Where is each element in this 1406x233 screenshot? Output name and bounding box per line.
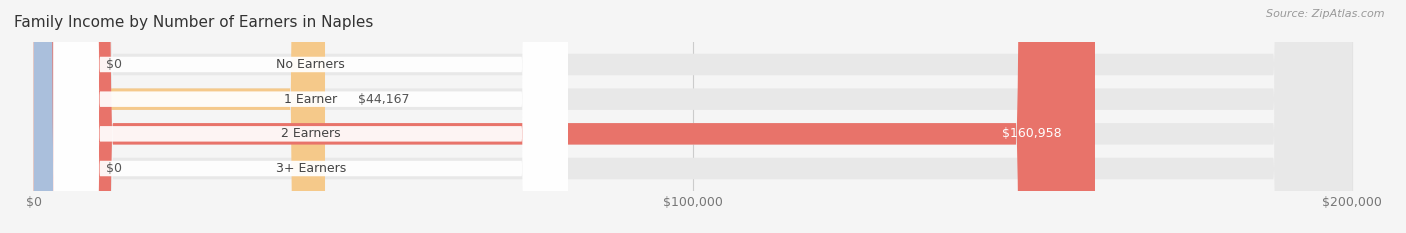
FancyBboxPatch shape <box>34 0 1095 233</box>
Text: No Earners: No Earners <box>277 58 344 71</box>
FancyBboxPatch shape <box>34 0 1353 233</box>
Text: 2 Earners: 2 Earners <box>281 127 340 140</box>
FancyBboxPatch shape <box>53 0 568 233</box>
FancyBboxPatch shape <box>34 0 1353 233</box>
FancyBboxPatch shape <box>53 0 568 233</box>
Text: 3+ Earners: 3+ Earners <box>276 162 346 175</box>
Text: $0: $0 <box>107 58 122 71</box>
FancyBboxPatch shape <box>53 0 568 233</box>
Text: 1 Earner: 1 Earner <box>284 93 337 106</box>
Text: $0: $0 <box>107 162 122 175</box>
FancyBboxPatch shape <box>53 0 568 233</box>
Text: Family Income by Number of Earners in Naples: Family Income by Number of Earners in Na… <box>14 15 374 30</box>
FancyBboxPatch shape <box>34 0 325 233</box>
Text: $44,167: $44,167 <box>359 93 409 106</box>
FancyBboxPatch shape <box>34 0 1353 233</box>
FancyBboxPatch shape <box>34 0 1353 233</box>
FancyBboxPatch shape <box>34 0 73 233</box>
FancyBboxPatch shape <box>34 0 73 233</box>
Text: $160,958: $160,958 <box>1002 127 1062 140</box>
Text: Source: ZipAtlas.com: Source: ZipAtlas.com <box>1267 9 1385 19</box>
